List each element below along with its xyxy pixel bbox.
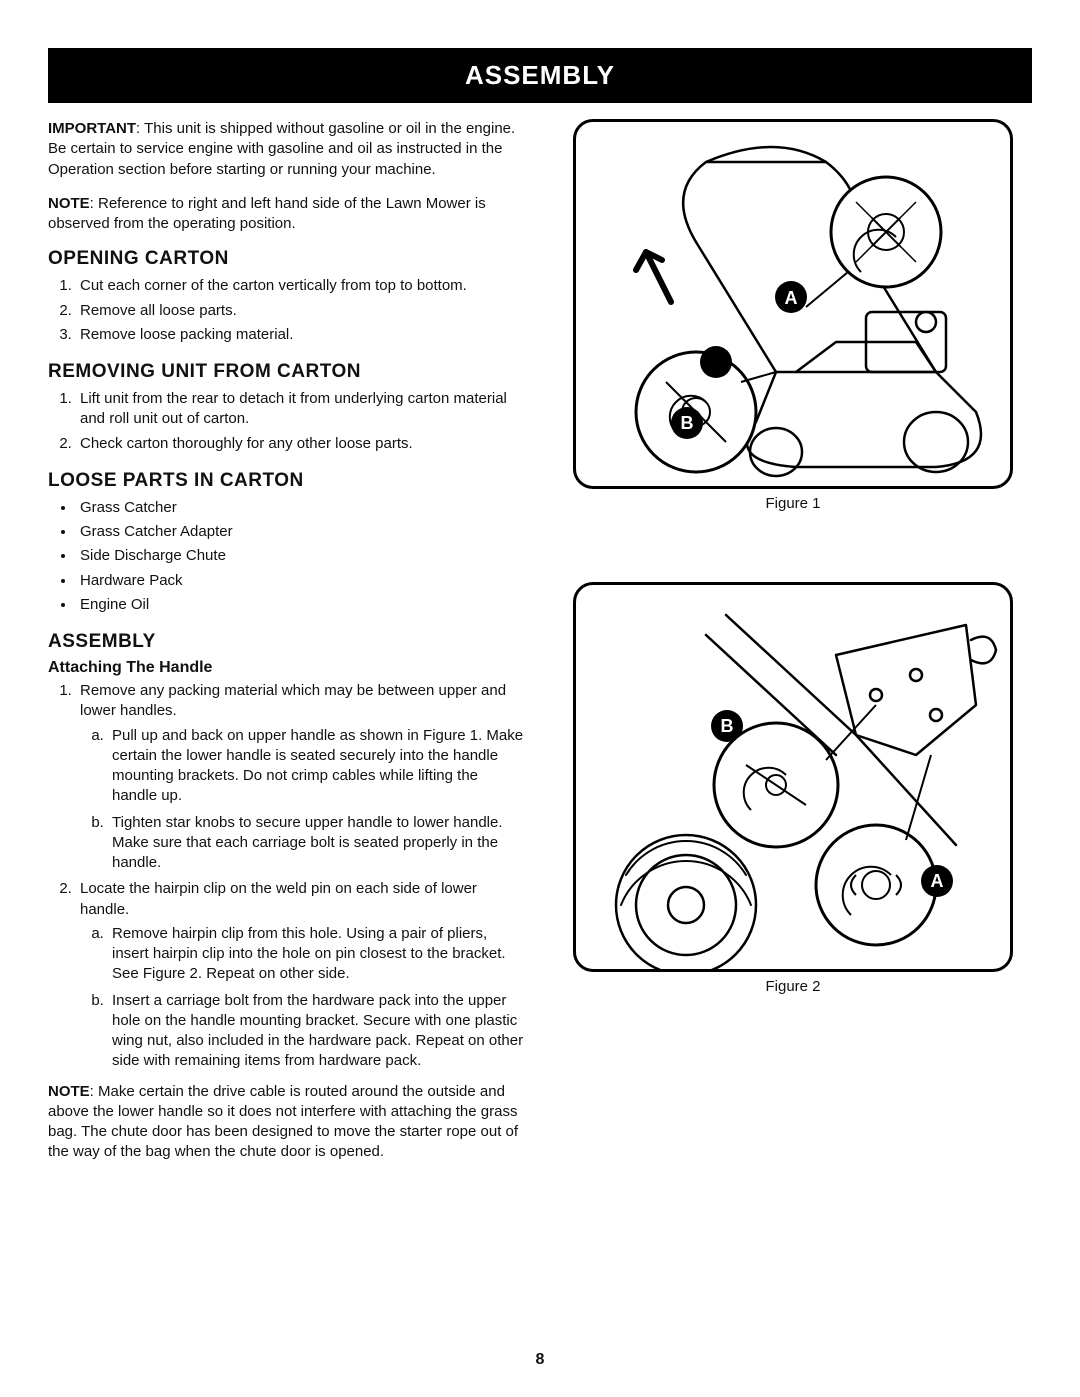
figure-2-callout-a: A <box>921 865 953 897</box>
list-item: Hardware Pack <box>76 571 526 591</box>
note2-text: : Make certain the drive cable is routed… <box>48 1083 518 1161</box>
list-item: Grass Catcher Adapter <box>76 522 526 542</box>
figure-2-box: B A <box>573 582 1013 972</box>
figure-1-illustration: A <box>576 122 1013 489</box>
opening-carton-list: Cut each corner of the carton vertically… <box>48 276 526 345</box>
right-column: A <box>554 119 1032 1177</box>
note-paragraph-2: NOTE: Make certain the drive cable is ro… <box>48 1082 526 1163</box>
note2-label: NOTE <box>48 1083 90 1100</box>
figure-2-caption: Figure 2 <box>765 978 820 995</box>
assembly-item-1-text: Remove any packing material which may be… <box>80 682 506 719</box>
heading-loose-parts: LOOSE PARTS IN CARTON <box>48 470 526 492</box>
heading-opening-carton: OPENING CARTON <box>48 248 526 270</box>
list-item: Remove any packing material which may be… <box>76 681 526 873</box>
note1-label: NOTE <box>48 195 90 212</box>
list-item: Locate the hairpin clip on the weld pin … <box>76 879 526 1071</box>
assembly-item-2-sublist: Remove hairpin clip from this hole. Usin… <box>80 924 526 1072</box>
loose-parts-list: Grass Catcher Grass Catcher Adapter Side… <box>48 498 526 615</box>
figure-1-caption: Figure 1 <box>765 495 820 512</box>
section-banner: ASSEMBLY <box>48 48 1032 103</box>
two-column-layout: IMPORTANT: This unit is shipped without … <box>48 119 1032 1177</box>
important-label: IMPORTANT <box>48 120 136 137</box>
list-item: Tighten star knobs to secure upper handl… <box>108 813 526 874</box>
figure-1-box: A <box>573 119 1013 489</box>
heading-removing-unit: REMOVING UNIT FROM CARTON <box>48 361 526 383</box>
note1-text: : Reference to right and left hand side … <box>48 195 486 232</box>
list-item: Grass Catcher <box>76 498 526 518</box>
list-item: Check carton thoroughly for any other lo… <box>76 434 526 454</box>
list-item: Lift unit from the rear to detach it fro… <box>76 389 526 430</box>
figure-1-callout-a: A <box>785 288 798 308</box>
heading-assembly: ASSEMBLY <box>48 631 526 653</box>
list-item: Remove hairpin clip from this hole. Usin… <box>108 924 526 985</box>
list-item: Pull up and back on upper handle as show… <box>108 726 526 807</box>
list-item: Remove all loose parts. <box>76 301 526 321</box>
page: ASSEMBLY IMPORTANT: This unit is shipped… <box>0 0 1080 1397</box>
subheading-attaching-handle: Attaching The Handle <box>48 659 526 677</box>
figure-2-illustration <box>576 585 1013 972</box>
figure-2-callout-b: B <box>711 710 743 742</box>
list-item: Engine Oil <box>76 595 526 615</box>
note-paragraph-1: NOTE: Reference to right and left hand s… <box>48 194 526 235</box>
removing-unit-list: Lift unit from the rear to detach it fro… <box>48 389 526 454</box>
figure-1-callout-b: B <box>671 407 703 439</box>
assembly-list: Remove any packing material which may be… <box>48 681 526 1072</box>
list-item: Side Discharge Chute <box>76 546 526 566</box>
list-item: Remove loose packing material. <box>76 325 526 345</box>
list-item: Cut each corner of the carton vertically… <box>76 276 526 296</box>
page-number: 8 <box>0 1351 1080 1369</box>
left-column: IMPORTANT: This unit is shipped without … <box>48 119 526 1177</box>
important-paragraph: IMPORTANT: This unit is shipped without … <box>48 119 526 180</box>
assembly-item-2-text: Locate the hairpin clip on the weld pin … <box>80 880 477 917</box>
list-item: Insert a carriage bolt from the hardware… <box>108 991 526 1072</box>
assembly-item-1-sublist: Pull up and back on upper handle as show… <box>80 726 526 874</box>
